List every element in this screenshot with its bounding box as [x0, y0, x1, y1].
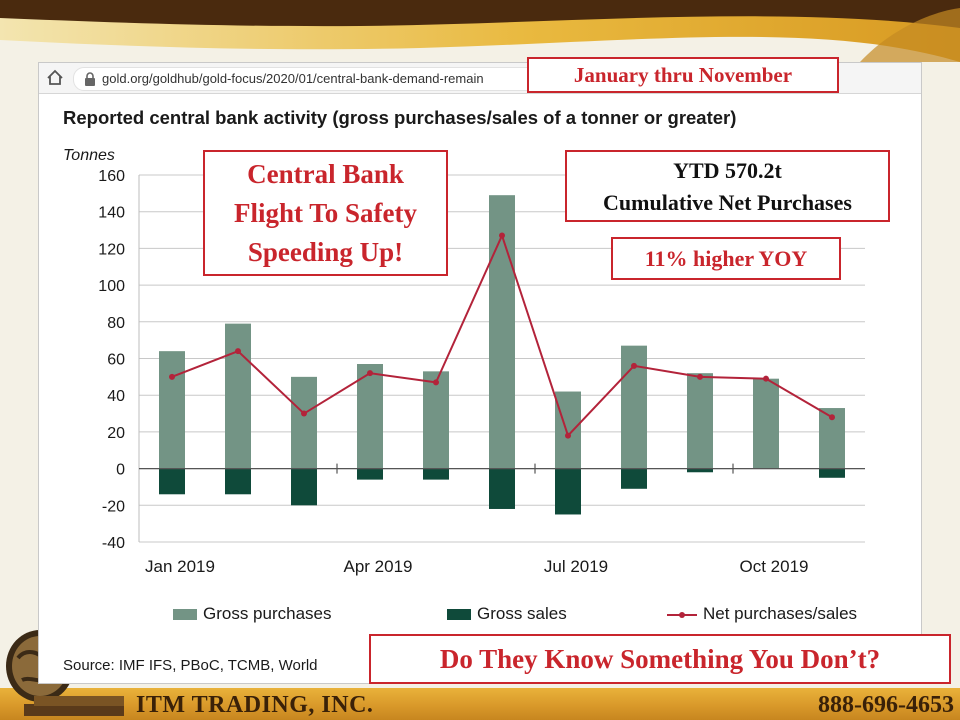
legend-label-gross-purchases: Gross purchases — [203, 604, 332, 623]
legend-swatch-net-point — [679, 612, 685, 618]
bar-gross-purchases — [357, 364, 383, 469]
net-point — [301, 410, 307, 417]
bar-gross-purchases — [159, 351, 185, 469]
ytd-line-1: YTD 570.2t — [673, 158, 782, 183]
net-point — [169, 373, 175, 380]
y-tick-label: 60 — [107, 352, 125, 369]
bar-gross-purchases — [423, 371, 449, 469]
bar-gross-sales — [225, 468, 251, 495]
legend-swatch-gross-purchases — [173, 609, 197, 620]
net-point — [499, 232, 505, 239]
net-point — [763, 375, 769, 382]
bar-gross-sales — [489, 468, 515, 509]
bar-gross-sales — [423, 468, 449, 480]
x-tick-label: Jan 2019 — [145, 557, 215, 576]
ytd-line-2: Cumulative Net Purchases — [603, 190, 852, 215]
url-text: gold.org/goldhub/gold-focus/2020/01/cent… — [102, 71, 484, 86]
legend-label-net: Net purchases/sales — [703, 604, 857, 623]
net-point — [433, 379, 439, 386]
y-tick-label: 20 — [107, 425, 125, 442]
home-icon[interactable] — [45, 68, 65, 88]
net-point — [565, 432, 571, 439]
y-tick-label: -40 — [102, 535, 125, 552]
chart: Tonnes -40 -20 0 20 40 60 80 100 120 140 160 Jan 201… — [63, 147, 865, 623]
y-tick-label: 100 — [98, 278, 125, 295]
bar-gross-purchases — [489, 195, 515, 469]
date-range-callout: January thru November — [527, 57, 839, 93]
address-bar[interactable]: gold.org/goldhub/gold-focus/2020/01/cent… — [73, 67, 615, 91]
y-tick-label: 80 — [107, 315, 125, 332]
ytd-callout: YTD 570.2t Cumulative Net Purchases — [565, 150, 890, 222]
chart-title: Reported central bank activity (gross pu… — [63, 107, 737, 128]
y-tick-label: 120 — [98, 241, 125, 258]
bar-gross-sales — [819, 468, 845, 478]
y-tick-label: 140 — [98, 205, 125, 222]
bar-gross-sales — [357, 468, 383, 480]
yoy-callout: 11% higher YOY — [611, 237, 841, 280]
bar-gross-purchases — [753, 378, 779, 469]
flight-line-2: Flight To Safety — [233, 198, 418, 228]
y-tick-label: 40 — [107, 388, 125, 405]
x-tick-label: Oct 2019 — [740, 557, 809, 576]
bar-gross-purchases — [555, 391, 581, 469]
footer-company: ITM TRADING, INC. — [136, 692, 374, 718]
net-point — [697, 373, 703, 380]
question-text: Do They Know Something You Don’t? — [439, 644, 881, 674]
x-tick-label: Jul 2019 — [544, 557, 608, 576]
net-point — [631, 362, 637, 369]
bar-gross-sales — [291, 468, 317, 506]
chart-source: Source: IMF IFS, PBoC, TCMB, World — [63, 657, 318, 674]
date-range-text: January thru November — [573, 63, 793, 87]
footer-phone: 888-696-4653 — [818, 692, 954, 718]
footer-band — [0, 688, 960, 720]
yoy-text: 11% higher YOY — [644, 246, 808, 271]
question-callout: Do They Know Something You Don’t? — [369, 634, 951, 684]
x-tick-label: Apr 2019 — [344, 557, 413, 576]
y-tick-label: 0 — [116, 462, 125, 479]
bar-gross-purchases — [291, 376, 317, 469]
flight-line-1: Central Bank — [247, 159, 404, 189]
bar-gross-purchases — [225, 323, 251, 469]
bar-gross-sales — [621, 468, 647, 489]
bar-gross-sales — [687, 468, 713, 473]
net-point — [235, 348, 241, 355]
bar-gross-purchases — [687, 373, 713, 469]
y-tick-label: 160 — [98, 168, 125, 185]
top-banner — [0, 0, 960, 62]
flight-to-safety-callout: Central Bank Flight To Safety Speeding U… — [203, 150, 448, 276]
y-axis-label: Tonnes — [63, 147, 115, 164]
net-point — [367, 370, 373, 377]
bar-gross-sales — [555, 468, 581, 515]
y-tick-label: -20 — [102, 498, 125, 515]
legend-label-gross-sales: Gross sales — [477, 604, 567, 623]
bar-gross-sales — [159, 468, 185, 495]
net-point — [829, 414, 835, 421]
flight-line-3: Speeding Up! — [247, 237, 404, 267]
lock-icon — [85, 72, 95, 86]
legend-swatch-gross-sales — [447, 609, 471, 620]
